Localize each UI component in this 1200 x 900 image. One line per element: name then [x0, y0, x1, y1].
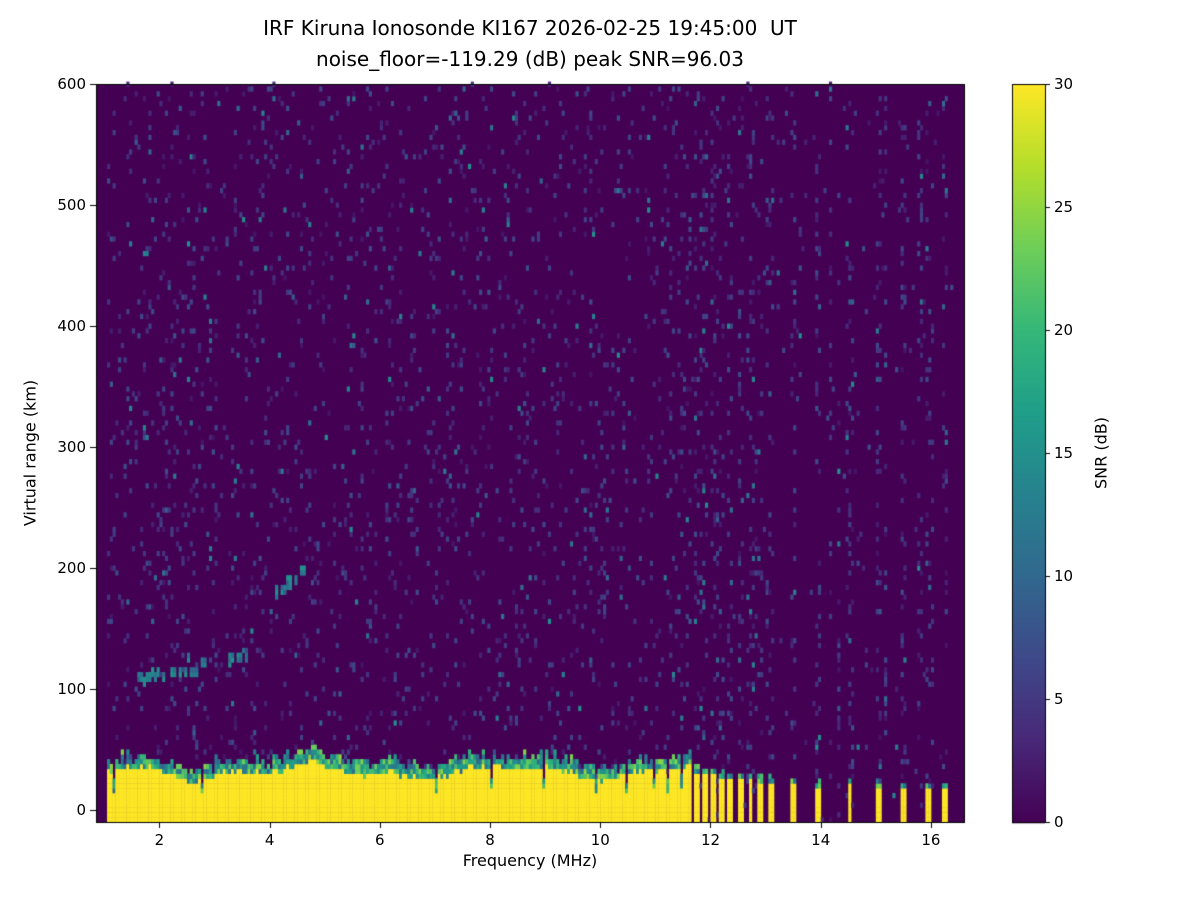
xtick-label: 16: [921, 831, 941, 849]
x-axis-label: Frequency (MHz): [462, 851, 598, 870]
cbtick-label: 25: [1054, 198, 1074, 216]
ytick-label: 0: [76, 800, 86, 819]
ytick-label: 200: [57, 558, 86, 577]
xtick-label: 8: [485, 831, 495, 849]
xtick-label: 6: [375, 831, 385, 849]
ytick-label: 300: [57, 437, 86, 456]
xtick-label: 2: [154, 831, 165, 849]
cbtick-label: 5: [1054, 690, 1064, 708]
ytick-label: 600: [57, 75, 86, 93]
ytick-label: 100: [57, 679, 86, 698]
xtick-label: 14: [811, 831, 831, 849]
cbtick-label: 30: [1054, 75, 1074, 93]
y-axis-label: Virtual range (km): [20, 379, 40, 527]
xtick-label: 12: [700, 831, 721, 849]
cbtick-label: 10: [1054, 567, 1074, 585]
cbtick-label: 0: [1054, 813, 1064, 831]
ytick-label: 400: [57, 316, 86, 335]
colorbar-label: SNR (dB): [1091, 417, 1111, 489]
cbtick-label: 15: [1054, 444, 1074, 462]
chart-title-line1: IRF Kiruna Ionosonde KI167 2026-02-25 19…: [263, 16, 797, 40]
xtick-label: 10: [590, 831, 610, 849]
chart-title-line2: noise_floor=-119.29 (dB) peak SNR=96.03: [316, 47, 744, 71]
chart-title: IRF Kiruna Ionosonde KI167 2026-02-25 19…: [96, 13, 964, 75]
xtick-label: 4: [264, 831, 275, 849]
cbtick-label: 20: [1054, 321, 1074, 339]
ytick-label: 500: [57, 195, 86, 214]
